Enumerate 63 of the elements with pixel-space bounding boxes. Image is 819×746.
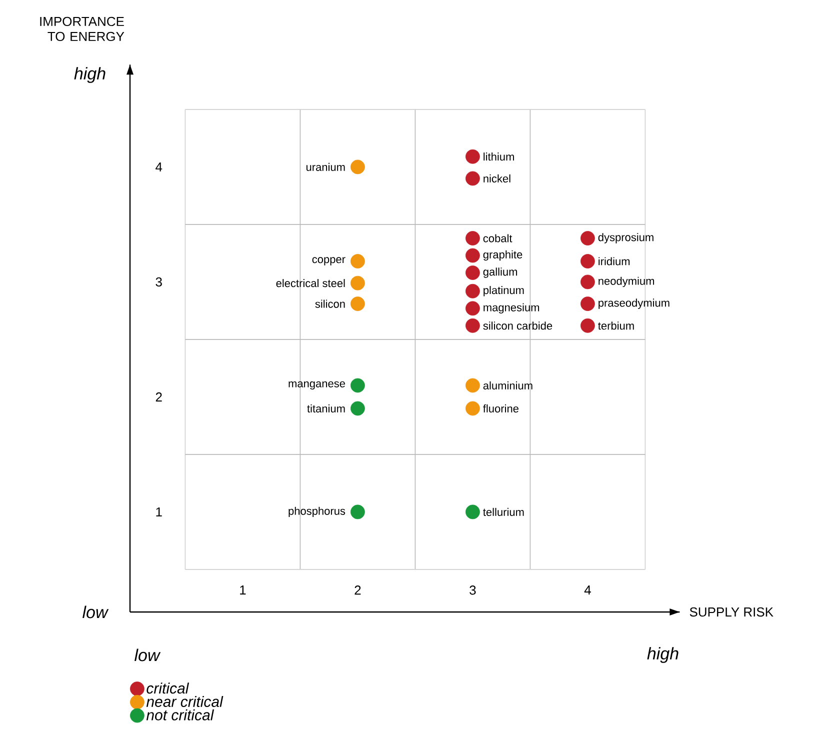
point xyxy=(466,171,480,186)
annotation: fluorine xyxy=(483,404,518,412)
legend-label: not critical xyxy=(146,709,214,720)
annotation: graphite xyxy=(483,250,522,261)
point xyxy=(466,248,480,263)
x-tick-label: 3 xyxy=(470,586,476,595)
point xyxy=(580,296,595,311)
point xyxy=(580,254,595,268)
annotation: silicon carbide xyxy=(483,322,552,330)
annotation: aluminium xyxy=(483,381,532,390)
annotation: electrical steel xyxy=(276,279,345,288)
point xyxy=(350,296,365,311)
x-tick-label: 2 xyxy=(354,586,361,595)
annotation: phosphorus xyxy=(288,506,346,518)
point xyxy=(580,231,595,246)
y-tick-label: 3 xyxy=(156,277,162,287)
annotation: magnesium xyxy=(484,303,540,314)
point xyxy=(466,504,480,520)
x-axis-title: SUPPLY RISK xyxy=(690,607,774,617)
point xyxy=(350,401,365,416)
point xyxy=(466,378,480,393)
annotation: gallium xyxy=(483,268,518,278)
point xyxy=(466,318,480,333)
point xyxy=(350,504,365,520)
y-tick-label: 4 xyxy=(156,162,162,172)
annotation: iridium xyxy=(598,257,630,266)
annotation: terbium xyxy=(598,322,634,330)
point xyxy=(466,401,480,416)
point xyxy=(580,318,595,333)
y-axis-title: IMPORTANCE TO ENERGY xyxy=(40,16,124,42)
annotation: uranium xyxy=(306,162,345,171)
point xyxy=(466,284,480,298)
legend-label: critical xyxy=(146,682,190,694)
point xyxy=(350,254,365,268)
point xyxy=(580,274,595,290)
annotation: nickel xyxy=(484,174,510,182)
annotation: lithium xyxy=(484,152,514,161)
annotation: praseodymium xyxy=(598,298,670,309)
point xyxy=(350,160,365,174)
point xyxy=(466,149,480,164)
text: low xyxy=(82,606,109,618)
annotation: titanium xyxy=(307,404,345,412)
point xyxy=(466,266,480,280)
annotation: neodymium xyxy=(598,276,654,288)
annotation: manganese xyxy=(288,381,346,390)
x-tick-label: 1 xyxy=(240,586,246,594)
text: high xyxy=(74,67,106,83)
annotation: platinum xyxy=(484,286,524,296)
annotation: copper xyxy=(312,257,346,266)
y-tick-label: 2 xyxy=(156,392,162,402)
text: high xyxy=(647,647,678,663)
annotation: tellurium xyxy=(483,508,524,516)
point xyxy=(466,231,480,246)
text: low xyxy=(134,648,161,662)
annotation: cobalt xyxy=(483,234,512,242)
annotation: dysprosium xyxy=(598,233,654,244)
point xyxy=(350,276,365,290)
point xyxy=(466,301,480,316)
point xyxy=(350,378,365,393)
annotation: silicon xyxy=(315,300,345,308)
legend-label: near critical xyxy=(146,696,224,707)
x-tick-label: 4 xyxy=(584,586,591,594)
y-tick-label: 1 xyxy=(156,507,162,516)
